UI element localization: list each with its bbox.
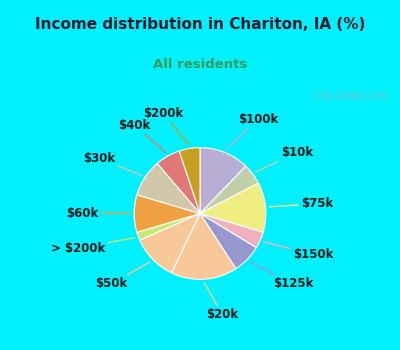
Text: $150k: $150k — [264, 242, 333, 261]
Text: $75k: $75k — [269, 197, 333, 210]
Text: All residents: All residents — [153, 58, 247, 71]
Text: $125k: $125k — [250, 262, 313, 290]
Wedge shape — [179, 148, 200, 214]
Text: $40k: $40k — [118, 119, 166, 153]
Text: > $200k: > $200k — [51, 238, 135, 255]
Text: $200k: $200k — [144, 107, 189, 145]
Wedge shape — [134, 195, 200, 232]
Wedge shape — [200, 214, 263, 248]
Text: $60k: $60k — [66, 207, 130, 220]
Text: Income distribution in Chariton, IA (%): Income distribution in Chariton, IA (%) — [35, 17, 365, 32]
Text: City-Data.com: City-Data.com — [314, 91, 388, 101]
Wedge shape — [172, 214, 236, 279]
Text: $30k: $30k — [83, 152, 142, 175]
Text: $20k: $20k — [204, 283, 239, 321]
Wedge shape — [200, 183, 266, 232]
Wedge shape — [200, 166, 258, 214]
Wedge shape — [137, 214, 200, 240]
Wedge shape — [140, 214, 200, 273]
Wedge shape — [200, 148, 246, 214]
Text: $50k: $50k — [95, 262, 150, 290]
Text: $100k: $100k — [226, 113, 278, 149]
Text: $10k: $10k — [256, 146, 313, 172]
Wedge shape — [137, 163, 200, 214]
Wedge shape — [157, 151, 200, 214]
Wedge shape — [200, 214, 256, 269]
